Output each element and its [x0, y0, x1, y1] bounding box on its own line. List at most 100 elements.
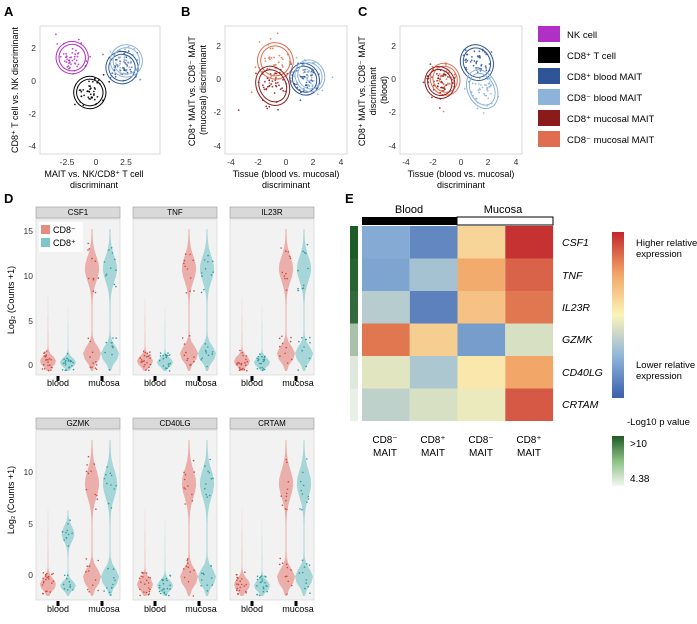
violin-point	[145, 591, 148, 594]
violin-point	[286, 461, 288, 464]
pvalue-legend-title: -Log10 p value	[627, 417, 690, 428]
heatmap-cell	[457, 388, 506, 421]
violin-point	[301, 571, 304, 574]
violin	[157, 299, 173, 371]
scatter-point	[237, 109, 240, 111]
scatter-point	[268, 82, 271, 84]
scatter-point	[130, 70, 133, 73]
scatter-point	[269, 47, 272, 50]
scatter-point	[269, 38, 272, 40]
violin-point	[41, 368, 44, 370]
violin-point	[166, 587, 169, 590]
violin-point	[186, 558, 189, 560]
violin-point	[209, 494, 211, 497]
scatter-point	[487, 97, 490, 100]
violin-point	[256, 575, 259, 578]
scatter-point	[466, 59, 469, 62]
violin-point	[193, 356, 195, 358]
scatter-point	[290, 81, 293, 83]
facet-title-cd40lg: CD40LG	[159, 419, 190, 428]
violin-point	[203, 573, 205, 576]
violin-point	[306, 243, 309, 246]
scatter-point	[266, 85, 269, 88]
scatter-point	[130, 62, 132, 65]
violin-point	[187, 357, 189, 360]
violin-point	[190, 363, 192, 366]
violin-point	[105, 273, 108, 276]
scatter-point	[471, 82, 474, 85]
violin-point	[112, 337, 114, 339]
violin-point	[50, 369, 52, 371]
panel-d-ytick: 15	[24, 226, 34, 236]
violin-point	[105, 341, 107, 344]
scatter-point	[271, 80, 274, 83]
x-tick-mark	[294, 601, 298, 606]
violin-point	[200, 579, 203, 581]
legend-label-nk: NK cell	[567, 30, 597, 41]
confidence-ellipse	[108, 53, 136, 82]
legend-label-cd8t: CD8⁺ T cell	[567, 51, 616, 62]
legend-swatch-cd8p-mucosal	[538, 110, 560, 126]
violin-point	[146, 579, 148, 582]
violin-point	[200, 359, 202, 361]
pvalue-high-label: >10	[630, 439, 647, 450]
panel-d-ylabel-bottom: Log₂ (Counts +1)	[6, 466, 16, 534]
scatter-point	[443, 73, 446, 76]
scatter-point	[124, 63, 127, 66]
confidence-ellipse	[294, 59, 326, 93]
scatter-point	[436, 79, 438, 82]
violin-point	[149, 357, 151, 359]
violin-point	[243, 585, 246, 587]
violin-point	[72, 589, 74, 591]
panel-c-ellipses	[424, 44, 499, 110]
scatter-point	[89, 93, 92, 96]
violin-point	[145, 572, 148, 574]
violin-point	[262, 587, 265, 590]
panel-b-xtick: 4	[339, 157, 344, 167]
violin-point	[42, 580, 45, 583]
heatmap-cell	[362, 323, 410, 356]
scatter-point	[91, 80, 94, 83]
violin-point	[303, 346, 305, 348]
pvalue-cell	[350, 258, 358, 291]
heatmap-col-label: CD8⁻ MAIT	[372, 435, 397, 459]
heatmap-col-label: CD8⁻ MAIT	[468, 435, 493, 459]
violin-point	[242, 367, 244, 370]
violin-point	[87, 472, 90, 475]
x-tick-mark	[56, 376, 60, 381]
violin	[157, 510, 173, 596]
violin-point	[245, 583, 247, 586]
violin-point	[243, 369, 246, 371]
scatter-point	[268, 79, 271, 82]
scatter-point	[436, 73, 438, 75]
scatter-point	[485, 84, 488, 87]
scatter-point	[268, 105, 271, 108]
facet-strip	[229, 206, 315, 219]
scatter-point	[331, 76, 334, 79]
violin	[254, 510, 270, 596]
violin	[40, 500, 56, 596]
violin-point	[140, 581, 142, 583]
scatter-point	[266, 107, 269, 110]
scatter-point	[117, 66, 119, 68]
legend-label-cd8m-blood: CD8⁻ blood MAIT	[567, 93, 642, 104]
scatter-point	[94, 88, 97, 90]
heatmap-row-label: TNF	[562, 270, 583, 282]
violin-point	[192, 595, 195, 597]
violin-point	[303, 251, 306, 254]
violin-point	[106, 466, 108, 468]
violin-point	[43, 368, 46, 370]
panel-d-legend-swatch-cd8p	[41, 238, 50, 247]
scatter-point	[125, 56, 128, 59]
scatter-point	[77, 38, 80, 41]
scatter-point	[479, 67, 481, 70]
violin-point	[192, 259, 194, 262]
panel-letter-d: D	[4, 191, 13, 206]
violin-point	[96, 494, 98, 497]
violin-point	[303, 566, 306, 568]
violin-point	[266, 590, 269, 593]
violin-point	[163, 588, 165, 590]
scatter-point	[478, 83, 480, 85]
scatter-point	[475, 67, 477, 69]
